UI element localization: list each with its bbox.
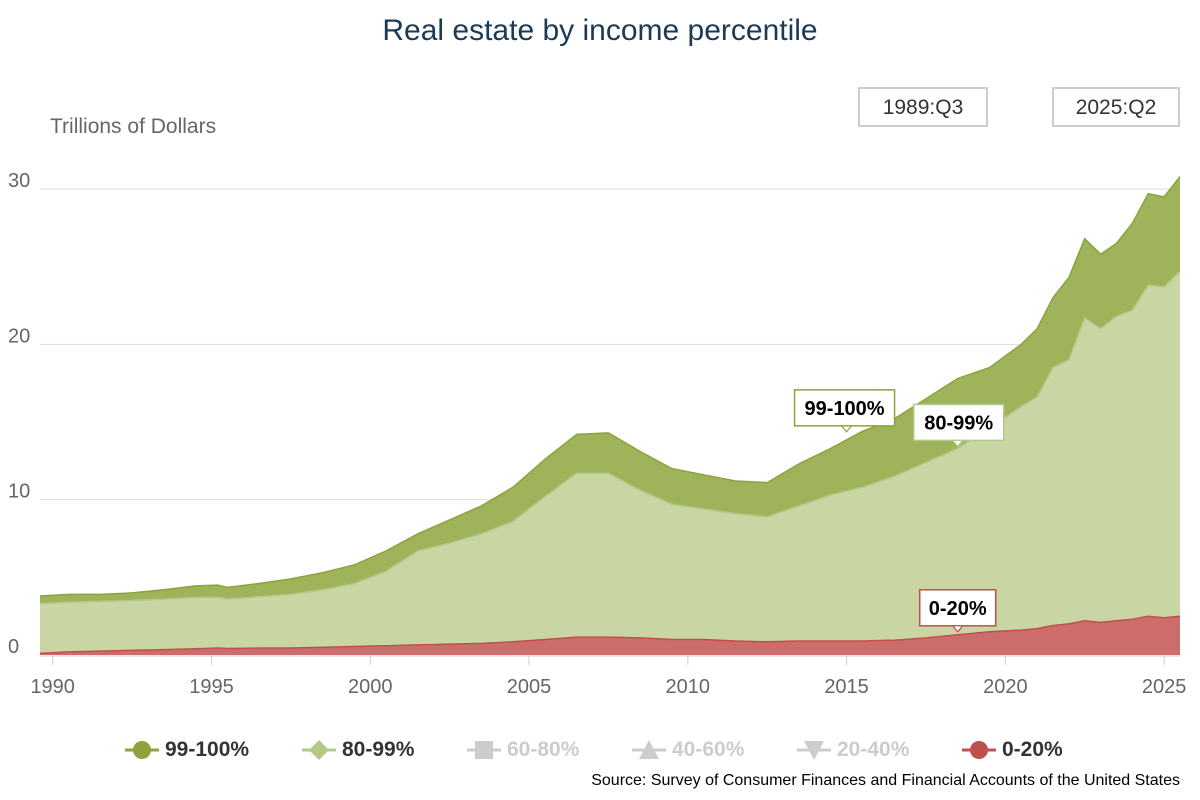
legend-item-99-100[interactable]: 99-100% <box>125 735 249 765</box>
legend-label: 60-80% <box>507 738 580 761</box>
legend-item-60-80[interactable]: 60-80% <box>467 735 579 765</box>
annotation-pointer <box>951 625 964 633</box>
annotation-pointer <box>951 439 964 448</box>
y-tick-label: 0 <box>8 636 19 658</box>
x-tick-label: 2010 <box>666 676 711 698</box>
legend-marker-triangle-icon <box>632 740 666 759</box>
legend-label: 20-40% <box>837 738 910 761</box>
x-tick-label: 2015 <box>824 676 869 698</box>
source-note: Source: Survey of Consumer Finances and … <box>591 772 1180 789</box>
legend: 99-100% 80-99% 60-80% 40-60% 20-40% 0-20… <box>0 735 1200 765</box>
x-tick-label: 2020 <box>983 676 1028 698</box>
area-80-to-99 <box>40 271 1180 655</box>
legend-item-0-20[interactable]: 0-20% <box>962 735 1063 765</box>
y-axis-label: Trillions of Dollars <box>50 115 217 138</box>
area-0-to-20 <box>40 616 1180 655</box>
legend-label: 99-100% <box>165 738 250 761</box>
legend-marker-triangle-down-icon <box>797 741 831 760</box>
x-tick-label: 1990 <box>30 676 75 698</box>
legend-item-20-40[interactable]: 20-40% <box>797 735 909 765</box>
annotation-box <box>918 589 997 627</box>
annotation-label: 99-100% <box>805 398 885 420</box>
y-tick-label: 10 <box>8 481 30 503</box>
x-tick-label: 2005 <box>507 676 552 698</box>
x-tick-label: 1995 <box>189 676 234 698</box>
y-tick-label: 20 <box>8 325 30 347</box>
line-0-20 <box>39 615 1181 655</box>
axes: 0 10 20 30 1990 1995 2000 2005 2010 2015 2020 2025 <box>8 170 1186 698</box>
legend-label: 40-60% <box>672 738 745 761</box>
legend-label: 0-20% <box>1002 738 1063 761</box>
chart-title: Real estate by income percentile <box>382 14 818 47</box>
line-80-99 <box>39 270 1181 605</box>
annotation-box <box>912 403 1005 442</box>
annotation-label: 0-20% <box>929 598 987 620</box>
legend-item-80-99[interactable]: 80-99% <box>302 735 414 765</box>
annotations: 99-100% 80-99% 0-20% <box>793 389 1005 633</box>
annotation-box <box>793 389 896 427</box>
legend-marker-square-icon <box>467 741 501 759</box>
y-tick-label: 30 <box>8 170 30 192</box>
annotation-pointer <box>840 425 853 433</box>
legend-marker-circle-icon <box>962 741 996 759</box>
x-tick-label: 2025 <box>1142 676 1187 698</box>
range-end-input[interactable]: 2025:Q2 <box>1052 87 1180 127</box>
x-tick-label: 2000 <box>348 676 393 698</box>
legend-marker-diamond-icon <box>302 740 336 760</box>
legend-marker-circle-icon <box>125 741 159 759</box>
plot-area <box>39 176 1181 655</box>
legend-item-40-60[interactable]: 40-60% <box>632 735 744 765</box>
range-start-input[interactable]: 1989:Q3 <box>858 87 988 127</box>
annotation-label: 80-99% <box>924 412 993 434</box>
line-99-100 <box>39 176 1181 597</box>
legend-label: 80-99% <box>342 738 415 761</box>
